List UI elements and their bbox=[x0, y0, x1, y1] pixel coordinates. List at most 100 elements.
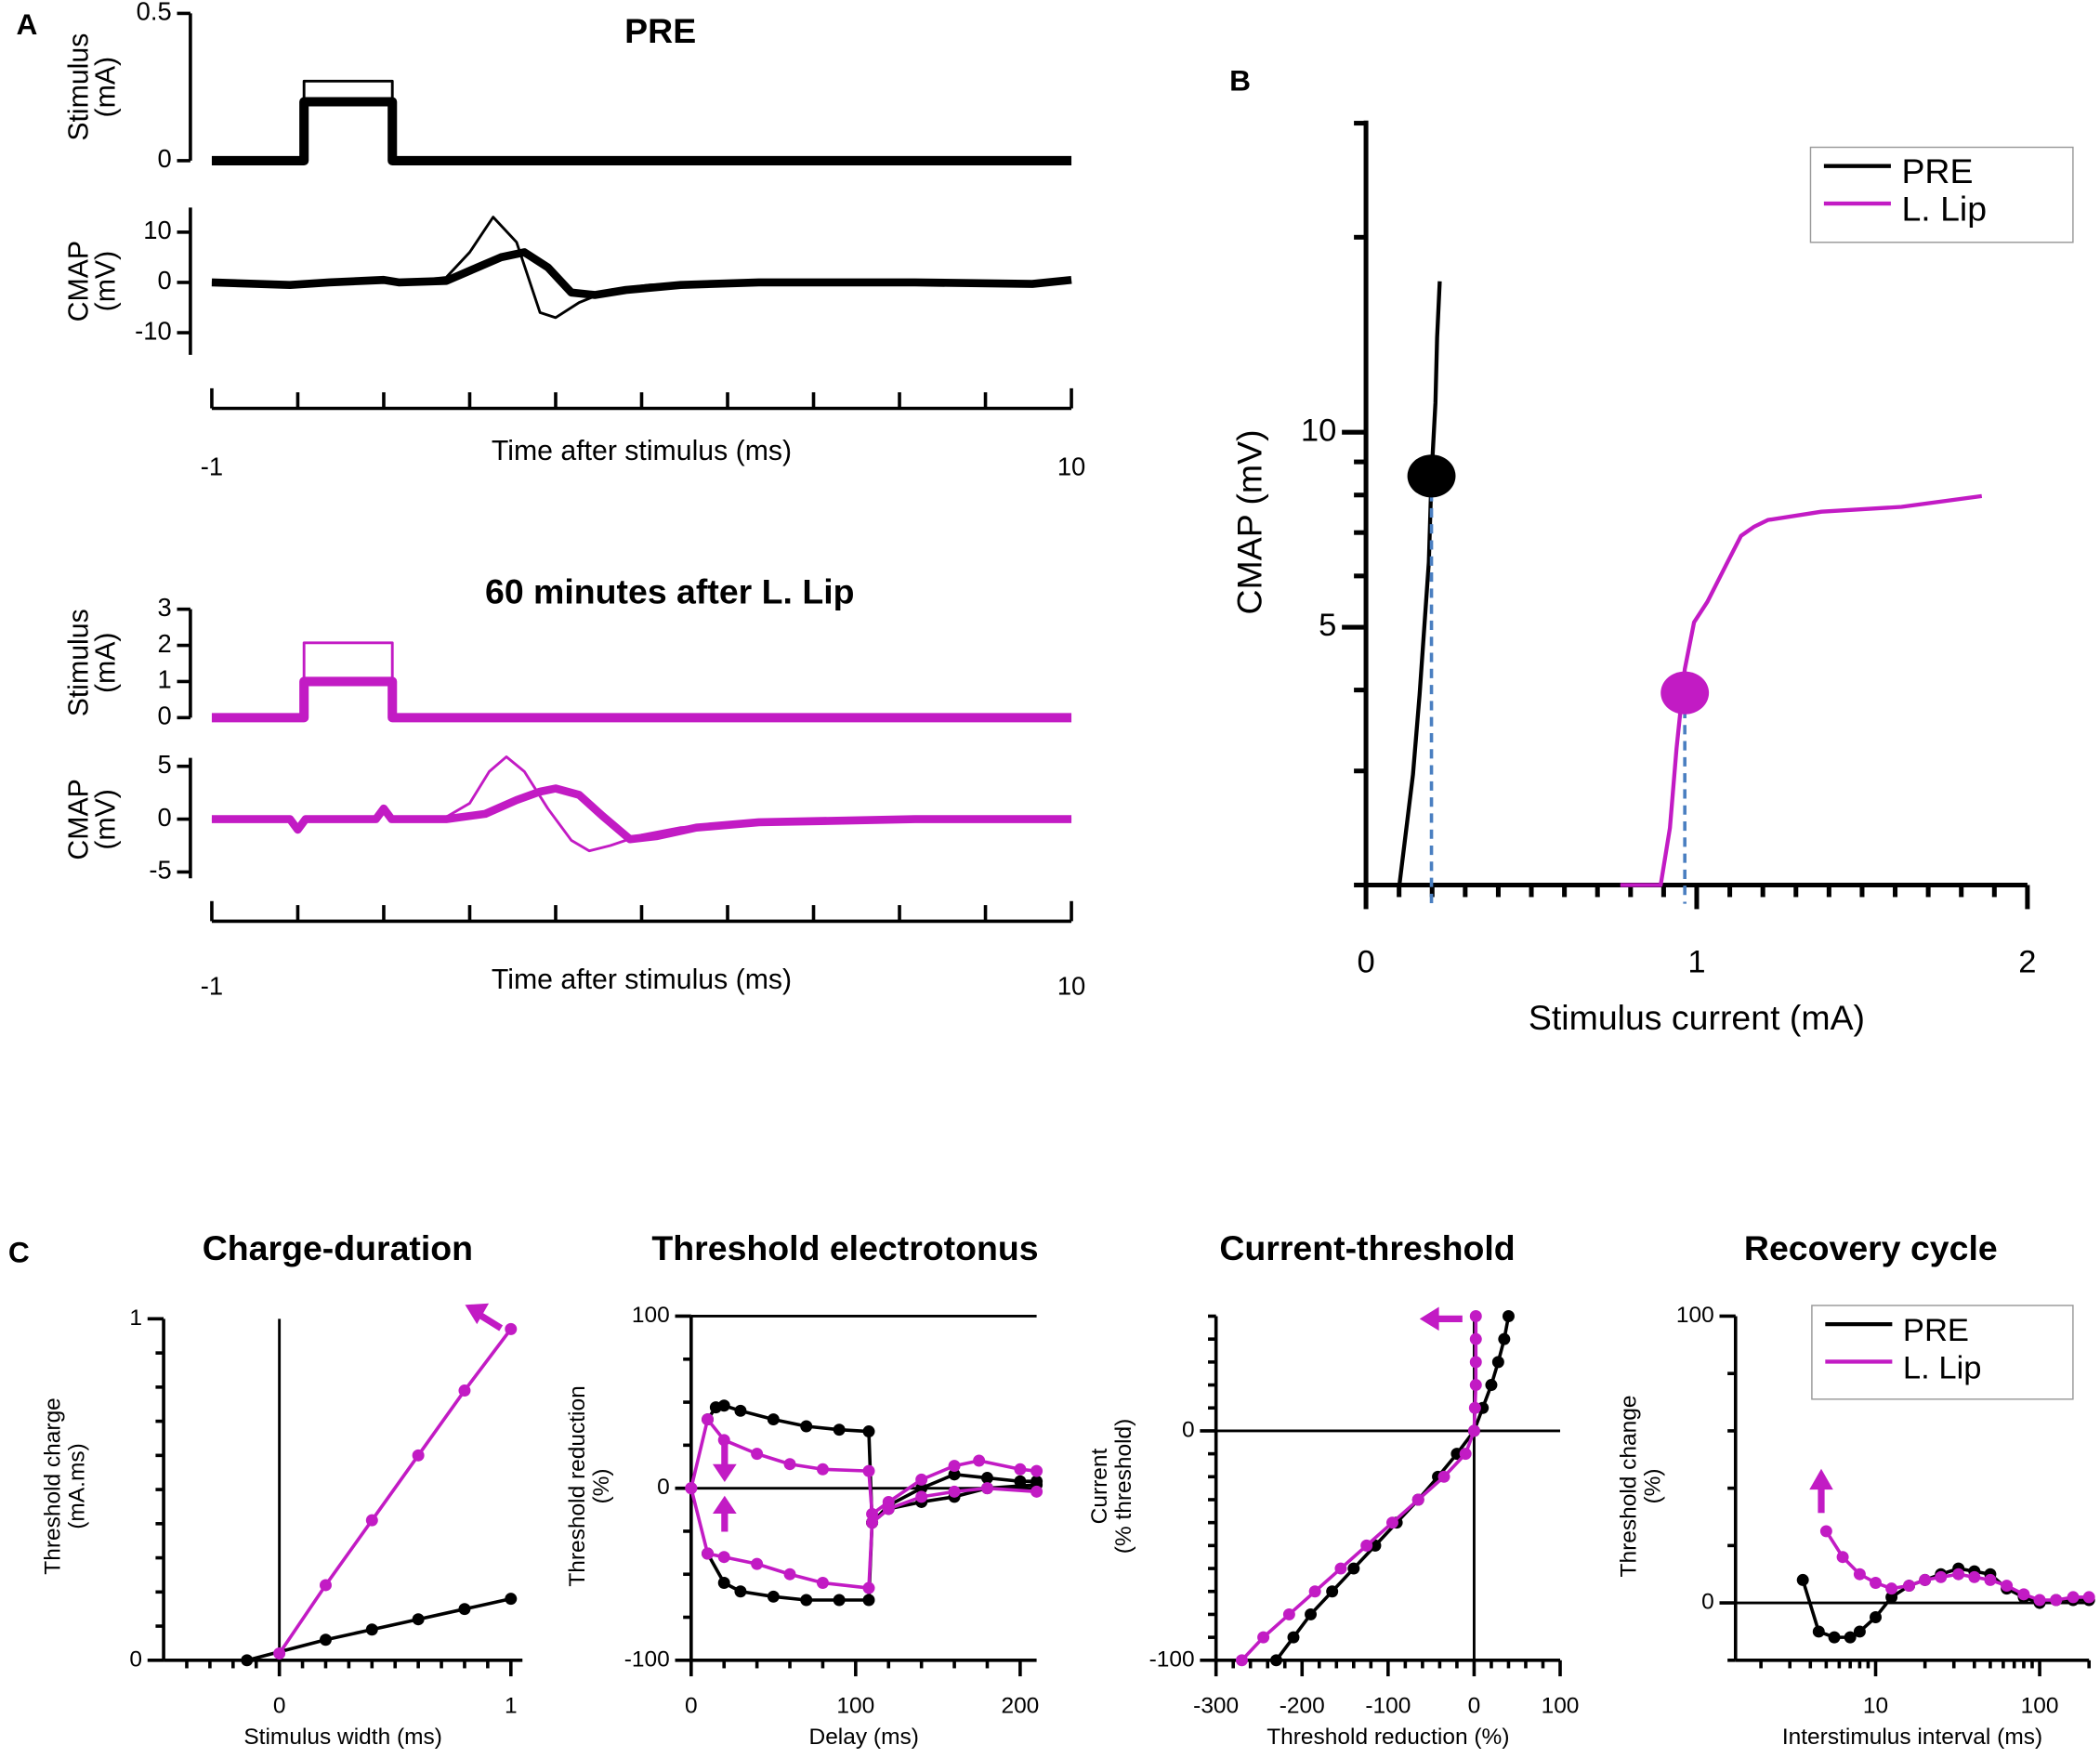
x-axis-label: Time after stimulus (ms) bbox=[492, 964, 792, 995]
data-point bbox=[833, 1594, 846, 1607]
data-point bbox=[717, 1434, 730, 1447]
data-point bbox=[1469, 1332, 1482, 1345]
legend-box bbox=[1811, 1305, 2074, 1400]
x-tick-label: 0 bbox=[1468, 1694, 1481, 1719]
data-point bbox=[1836, 1551, 1849, 1564]
data-point bbox=[505, 1593, 518, 1606]
series-line bbox=[211, 248, 1072, 299]
x-tick-label: 1 bbox=[1687, 945, 1705, 980]
data-point bbox=[866, 1507, 879, 1520]
arrow-head bbox=[712, 1495, 737, 1515]
arrow-head bbox=[712, 1463, 737, 1483]
legend-label: L. Lip bbox=[1901, 190, 1987, 229]
x-axis-label: Stimulus width (ms) bbox=[243, 1725, 442, 1750]
data-point bbox=[1498, 1332, 1511, 1345]
arrow-head bbox=[1809, 1468, 1833, 1490]
data-point bbox=[1870, 1611, 1883, 1624]
data-point bbox=[783, 1568, 796, 1581]
data-point bbox=[458, 1384, 471, 1397]
data-point bbox=[800, 1420, 813, 1433]
arrow bbox=[478, 1311, 504, 1332]
data-point bbox=[1469, 1379, 1482, 1392]
x-tick-label: 100 bbox=[836, 1694, 874, 1719]
data-point bbox=[1468, 1401, 1481, 1414]
series-line bbox=[1397, 281, 1442, 886]
series-line bbox=[1240, 1316, 1478, 1662]
data-point bbox=[1885, 1582, 1898, 1595]
data-point bbox=[980, 1482, 993, 1495]
data-point bbox=[862, 1464, 875, 1477]
y-tick-label: 0.5 bbox=[137, 0, 172, 26]
data-point bbox=[948, 1460, 961, 1473]
data-point bbox=[717, 1399, 730, 1412]
y-tick-label: 0 bbox=[1182, 1417, 1195, 1442]
data-point bbox=[685, 1482, 698, 1495]
data-point bbox=[1287, 1631, 1300, 1644]
y-tick-label: 10 bbox=[143, 216, 171, 244]
data-point bbox=[1952, 1568, 1965, 1581]
data-point bbox=[702, 1547, 715, 1560]
x-tick-label: -200 bbox=[1280, 1694, 1325, 1719]
x-axis-label: Delay (ms) bbox=[809, 1725, 919, 1750]
data-point bbox=[2050, 1594, 2063, 1607]
y-axis-label: Current bbox=[1087, 1448, 1112, 1524]
panel-label: A bbox=[17, 7, 38, 41]
data-point bbox=[915, 1482, 928, 1495]
data-point bbox=[800, 1594, 813, 1607]
y-axis-label: (%) bbox=[1640, 1468, 1665, 1503]
data-point bbox=[1984, 1573, 1997, 1586]
data-point bbox=[1469, 1309, 1482, 1322]
x-tick-label: 200 bbox=[1001, 1694, 1039, 1719]
highlight-point bbox=[1407, 454, 1456, 498]
y-axis-label: Threshold change bbox=[1616, 1395, 1641, 1577]
data-point bbox=[1270, 1654, 1282, 1667]
data-point bbox=[1796, 1573, 1809, 1586]
data-point bbox=[1870, 1577, 1883, 1589]
x-tick-label: 0 bbox=[685, 1694, 698, 1719]
data-point bbox=[1450, 1448, 1463, 1461]
y-tick-label: -100 bbox=[624, 1646, 670, 1672]
x-tick-label: -300 bbox=[1193, 1694, 1239, 1719]
data-point bbox=[1459, 1448, 1472, 1461]
data-point bbox=[1030, 1464, 1043, 1477]
series-line bbox=[211, 676, 1072, 723]
y-tick-label: 0 bbox=[158, 702, 172, 730]
data-point bbox=[980, 1472, 993, 1485]
data-point bbox=[1305, 1607, 1318, 1620]
data-point bbox=[1014, 1463, 1027, 1476]
data-point bbox=[1812, 1625, 1825, 1638]
data-point bbox=[2001, 1580, 2014, 1593]
data-point bbox=[2067, 1591, 2080, 1604]
data-point bbox=[767, 1590, 780, 1603]
data-point bbox=[1828, 1631, 1841, 1644]
data-point bbox=[915, 1490, 928, 1503]
y-axis-label: (mA) bbox=[91, 57, 122, 118]
y-tick-label: 0 bbox=[158, 144, 172, 173]
y-axis-label: (mA) bbox=[91, 633, 122, 694]
data-point bbox=[717, 1551, 730, 1564]
y-axis-label: (mV) bbox=[91, 251, 122, 312]
x-axis-label: Time after stimulus (ms) bbox=[492, 436, 792, 466]
y-tick-label: 2 bbox=[158, 629, 172, 658]
y-axis-label: Stimulus bbox=[64, 33, 95, 141]
data-point bbox=[365, 1623, 378, 1636]
data-point bbox=[717, 1577, 730, 1589]
data-point bbox=[783, 1458, 796, 1471]
data-point bbox=[1334, 1562, 1347, 1575]
y-axis-label: (mA.ms) bbox=[64, 1443, 89, 1528]
data-point bbox=[1491, 1356, 1504, 1369]
data-point bbox=[866, 1516, 879, 1529]
data-point bbox=[1411, 1493, 1424, 1506]
data-point bbox=[1467, 1424, 1480, 1437]
data-point bbox=[1502, 1309, 1515, 1322]
chart-title: Threshold electrotonus bbox=[651, 1228, 1038, 1267]
y-tick-label: 1 bbox=[158, 665, 172, 694]
data-point bbox=[948, 1468, 961, 1481]
x-tick-label: 0 bbox=[1357, 945, 1374, 980]
data-point bbox=[2033, 1594, 2046, 1607]
y-tick-label: 10 bbox=[1301, 413, 1336, 448]
data-point bbox=[1469, 1356, 1482, 1369]
y-tick-label: -5 bbox=[149, 856, 171, 885]
x-tick-label: 2 bbox=[2018, 945, 2036, 980]
